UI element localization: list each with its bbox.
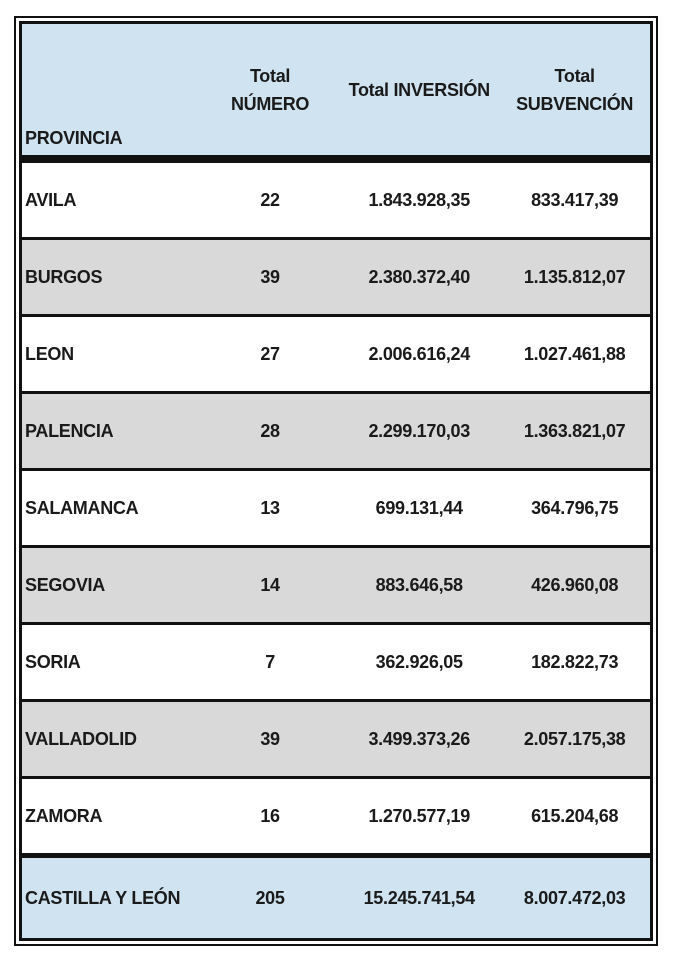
cell-provincia: LEON (25, 343, 74, 364)
cell-subvencion-total: 8.007.472,03 (523, 887, 626, 908)
cell-provincia: PALENCIA (25, 420, 114, 441)
table-row-palencia: PALENCIA 28 2.299.170,03 1.363.821,07 (22, 391, 650, 468)
header-total-numero-line1: Total (249, 65, 291, 86)
cell-subvencion: 615.204,68 (531, 805, 619, 826)
cell-subvencion: 182.822,73 (531, 651, 619, 672)
cell-provincia: VALLADOLID (25, 728, 137, 749)
cell-numero: 7 (265, 651, 275, 672)
table-row-zamora: ZAMORA 16 1.270.577,19 615.204,68 (22, 776, 650, 853)
cell-inversion: 2.299.170,03 (368, 420, 470, 441)
cell-numero: 27 (260, 343, 280, 364)
header-provincia: PROVINCIA (25, 128, 123, 148)
cell-subvencion: 2.057.175,38 (523, 728, 626, 749)
cell-inversion: 362.926,05 (375, 651, 463, 672)
header-total-subvencion: Total SUBVENCIÓN (499, 24, 650, 155)
cell-numero: 14 (260, 574, 280, 595)
cell-provincia: ZAMORA (25, 805, 103, 826)
table-row-valladolid: VALLADOLID 39 3.499.373,26 2.057.175,38 (22, 699, 650, 776)
cell-numero: 16 (260, 805, 280, 826)
cell-provincia: SORIA (25, 651, 81, 672)
cell-numero: 22 (260, 189, 280, 210)
header-total-numero-line2: NÚMERO (230, 93, 310, 114)
cell-inversion: 2.380.372,40 (368, 266, 470, 287)
cell-numero: 13 (260, 497, 280, 518)
cell-provincia: SEGOVIA (25, 574, 105, 595)
cell-subvencion: 364.796,75 (531, 497, 619, 518)
cell-inversion: 2.006.616,24 (368, 343, 470, 364)
table-row-salamanca: SALAMANCA 13 699.131,44 364.796,75 (22, 468, 650, 545)
table-inner-frame: PROVINCIA Total NÚMERO Total INVERSIÓN T… (19, 21, 653, 941)
provinces-summary-table: PROVINCIA Total NÚMERO Total INVERSIÓN T… (14, 16, 658, 946)
cell-inversion: 3.499.373,26 (368, 728, 470, 749)
header-total-subvencion-line2: SUBVENCIÓN (516, 93, 634, 114)
cell-inversion: 883.646,58 (375, 574, 463, 595)
cell-subvencion: 426.960,08 (531, 574, 619, 595)
table-row-total-castilla-y-leon: CASTILLA Y LEÓN 205 15.245.741,54 8.007.… (22, 853, 650, 938)
cell-subvencion: 1.027.461,88 (523, 343, 626, 364)
cell-provincia: SALAMANCA (25, 497, 139, 518)
cell-provincia: BURGOS (25, 266, 103, 287)
table-row-soria: SORIA 7 362.926,05 182.822,73 (22, 622, 650, 699)
table-row-leon: LEON 27 2.006.616,24 1.027.461,88 (22, 314, 650, 391)
cell-subvencion: 1.363.821,07 (523, 420, 626, 441)
cell-numero-total: 205 (255, 887, 285, 908)
header-total-inversion: Total INVERSIÓN (348, 79, 490, 100)
cell-subvencion: 833.417,39 (531, 189, 619, 210)
cell-numero: 39 (260, 728, 280, 749)
header-total-numero: Total NÚMERO (201, 24, 339, 155)
cell-numero: 28 (260, 420, 280, 441)
cell-inversion-total: 15.245.741,54 (363, 887, 476, 908)
cell-provincia: AVILA (25, 189, 77, 210)
cell-inversion: 699.131,44 (375, 497, 463, 518)
header-total-subvencion-line1: Total (554, 65, 595, 86)
cell-inversion: 1.843.928,35 (368, 189, 470, 210)
cell-numero: 39 (260, 266, 280, 287)
cell-inversion: 1.270.577,19 (368, 805, 470, 826)
table-row-burgos: BURGOS 39 2.380.372,40 1.135.812,07 (22, 237, 650, 314)
cell-subvencion: 1.135.812,07 (523, 266, 626, 287)
table-row-avila: AVILA 22 1.843.928,35 833.417,39 (22, 160, 650, 237)
table-row-segovia: SEGOVIA 14 883.646,58 426.960,08 (22, 545, 650, 622)
cell-provincia-total: CASTILLA Y LEÓN (25, 887, 181, 908)
table-header-row: PROVINCIA Total NÚMERO Total INVERSIÓN T… (22, 24, 650, 160)
